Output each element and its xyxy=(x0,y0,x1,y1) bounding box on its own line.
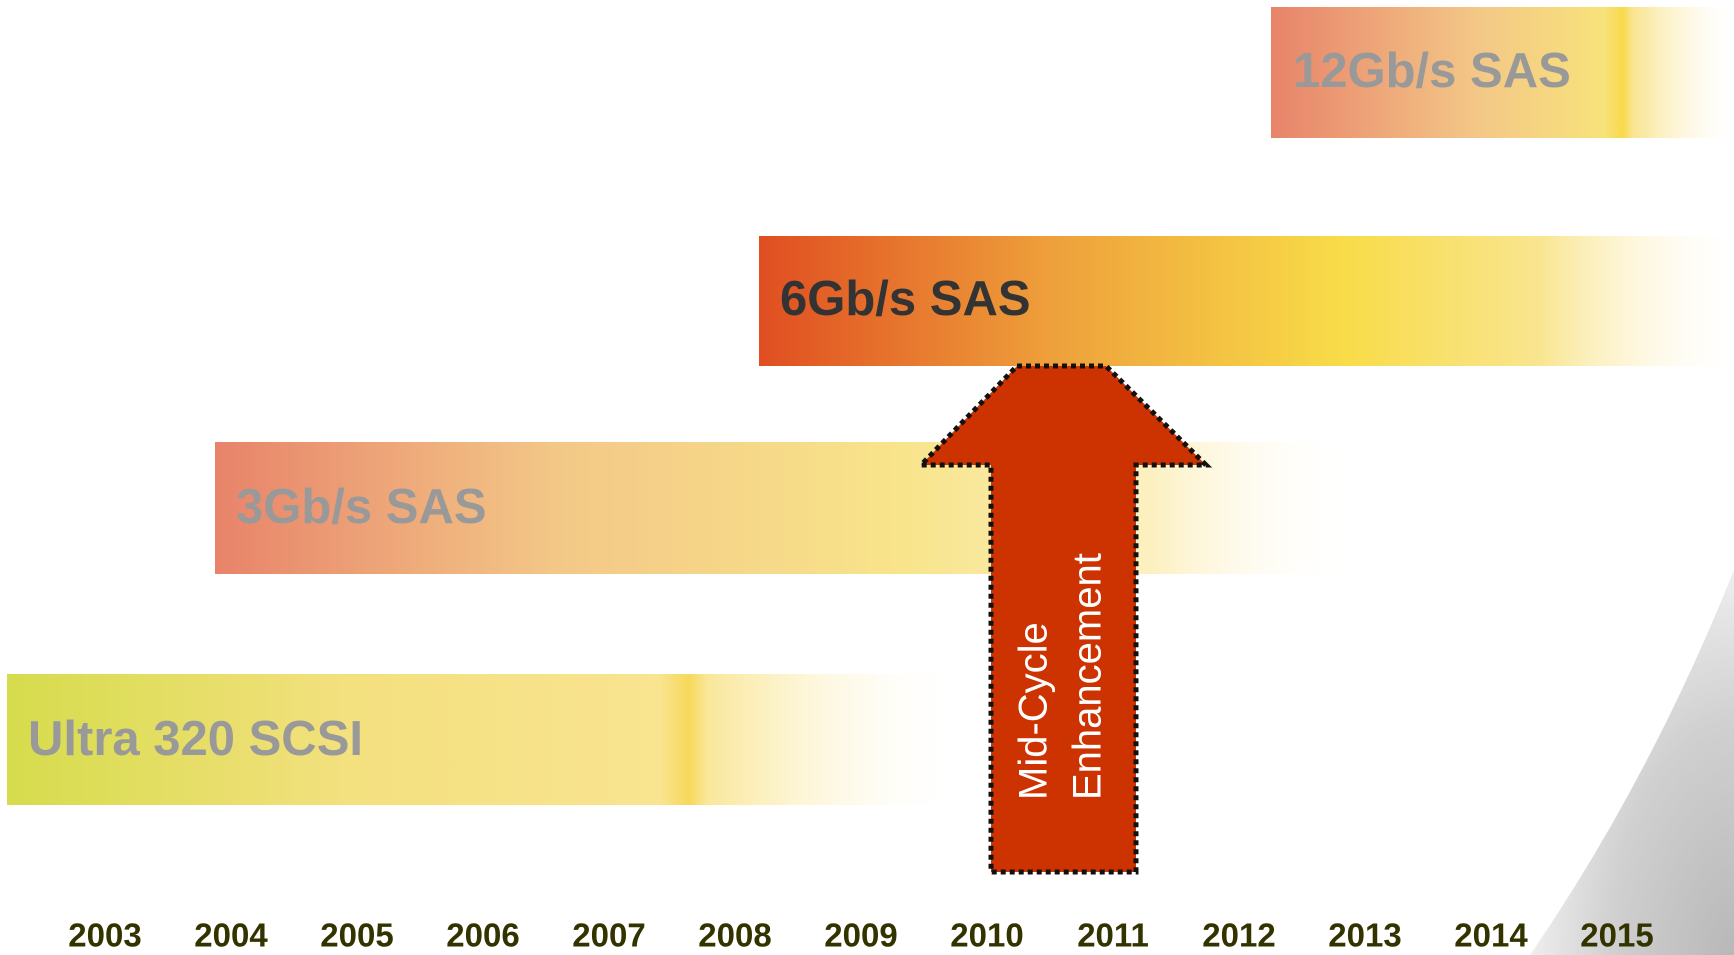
timeline-diagram: 12Gb/s SAS 6Gb/s SAS 3Gb/s SAS Ultra 320… xyxy=(0,0,1734,955)
year-label: 2012 xyxy=(1202,917,1275,954)
bar-label: 12Gb/s SAS xyxy=(1293,44,1571,98)
year-axis: 2003 2004 2005 2006 2007 2008 2009 2010 2011 2012… xyxy=(68,917,1653,954)
bar-label: 6Gb/s SAS xyxy=(780,272,1031,326)
arrow-label-line: Mid-Cycle xyxy=(1012,622,1056,800)
arrow-label-line: Enhancement xyxy=(1066,553,1110,800)
year-label: 2010 xyxy=(950,917,1023,954)
year-label: 2011 xyxy=(1077,917,1149,954)
year-label: 2005 xyxy=(320,917,393,954)
year-label: 2006 xyxy=(446,917,519,954)
bar-label: 3Gb/s SAS xyxy=(236,480,487,534)
bar-label: Ultra 320 SCSI xyxy=(28,712,363,766)
year-label: 2007 xyxy=(572,917,645,954)
year-label: 2014 xyxy=(1454,917,1528,954)
year-label: 2013 xyxy=(1328,917,1401,954)
year-label: 2004 xyxy=(194,917,268,954)
year-label: 2008 xyxy=(698,917,771,954)
year-label: 2003 xyxy=(68,917,141,954)
decorative-swirl xyxy=(1530,570,1734,955)
year-label: 2015 xyxy=(1580,917,1653,954)
year-label: 2009 xyxy=(824,917,897,954)
